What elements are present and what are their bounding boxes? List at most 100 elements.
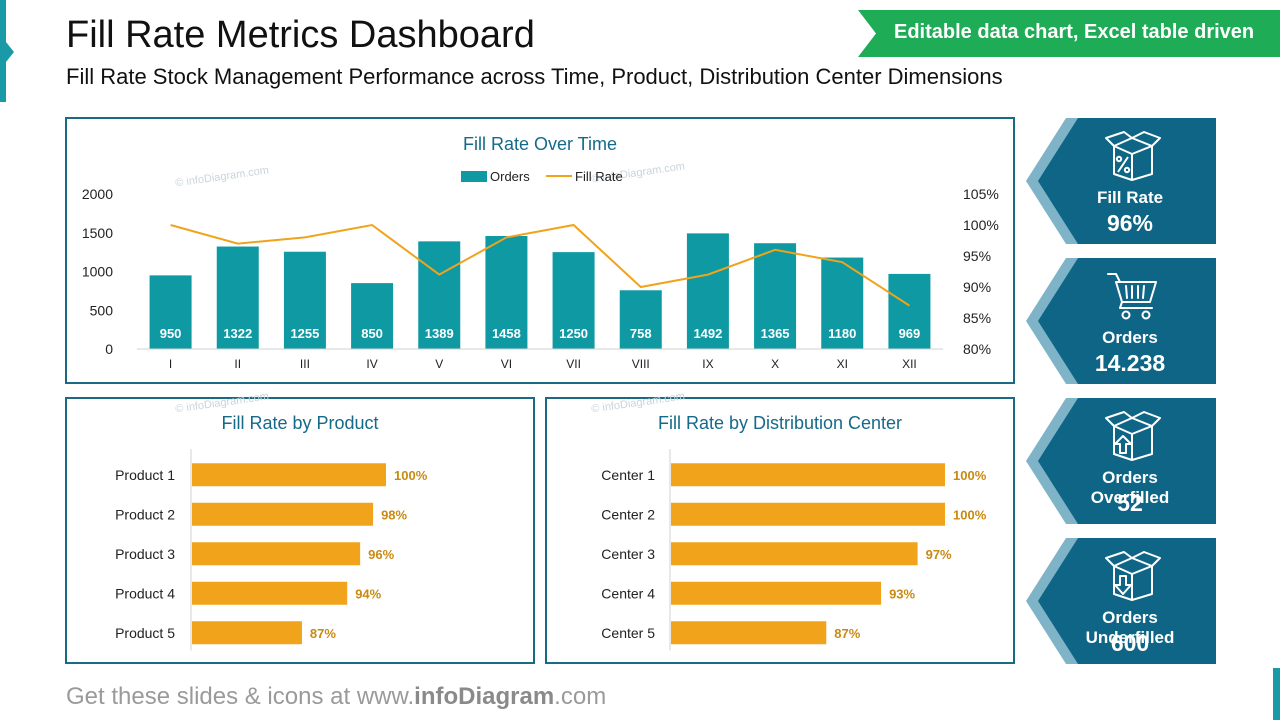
- fill-rate-over-time-chart: Orders Fill Rate 0 500 1000 1500 2000 80% 85% 90%…: [82, 169, 999, 371]
- bar-orders: [283, 251, 326, 349]
- legend-swatch-orders: [461, 171, 487, 182]
- kpi-label: Orders Underfilled: [1085, 608, 1175, 647]
- x-axis-tick-label: XII: [902, 357, 917, 371]
- footer-prefix: Get these slides & icons at www.: [66, 683, 415, 710]
- bar-data-label: 96%: [368, 547, 394, 562]
- x-axis-tick-label: II: [234, 357, 241, 371]
- chart-title: Fill Rate by Distribution Center: [657, 413, 903, 433]
- left-accent-notch: [6, 42, 14, 62]
- kpi-value: 52: [1117, 490, 1143, 516]
- bar-data-label: 950: [160, 326, 182, 341]
- editable-chart-banner: Editable data chart, Excel table driven: [858, 10, 1280, 57]
- bar-data-label: 1458: [492, 326, 521, 341]
- bar-orders: [686, 233, 729, 349]
- kpi-card-background: [1026, 258, 1216, 384]
- fill-rate-by-center-chart: Center 1 100% Center 2 100% Center 3 97% Cente…: [601, 449, 987, 651]
- kpi-orders-overfilled: Orders Overfilled 52: [1026, 398, 1216, 524]
- x-axis-tick-label: IV: [366, 357, 377, 371]
- y2-axis-tick-label: 105%: [963, 186, 999, 202]
- y2-axis-tick-label: 95%: [963, 248, 991, 264]
- bar-data-label: 97%: [926, 547, 952, 562]
- x-axis-tick-label: VIII: [632, 357, 650, 371]
- banner-label: Editable data chart, Excel table driven: [894, 21, 1255, 43]
- footer-brand: infoDiagram: [414, 683, 555, 710]
- bar-data-label: 1180: [828, 326, 856, 341]
- chart-title: Fill Rate by Product: [221, 413, 379, 433]
- x-axis-tick-label: VII: [566, 357, 581, 371]
- bar-fill-rate: [671, 463, 945, 487]
- bar-data-label: 93%: [889, 586, 915, 601]
- shopping-cart-icon: [1107, 273, 1157, 320]
- box-arrow-up-icon: [1105, 411, 1161, 461]
- category-label: Center 3: [601, 546, 655, 562]
- bar-fill-rate: [671, 621, 827, 645]
- bar-data-label: 1255: [290, 326, 319, 341]
- kpi-card-background: [1026, 538, 1216, 664]
- kpi-fill-rate: Fill Rate 96%: [1026, 118, 1216, 244]
- bar-data-label: 87%: [834, 626, 860, 641]
- kpi-label: Fill Rate: [1096, 188, 1164, 207]
- y2-axis-tick-label: 100%: [963, 217, 999, 233]
- bar-fill-rate: [671, 542, 918, 566]
- kpi-orders-underfilled: Orders Underfilled 600: [1026, 538, 1216, 664]
- bar-orders: [216, 246, 259, 349]
- category-label: Product 4: [115, 585, 175, 601]
- bar-data-label: 100%: [953, 468, 987, 483]
- y2-axis-tick-label: 85%: [963, 310, 991, 326]
- y-axis-tick-label: 1000: [82, 264, 113, 280]
- y2-axis-tick-label: 80%: [963, 341, 991, 357]
- y-axis-tick-label: 500: [90, 302, 114, 318]
- fill-rate-by-center-panel: Fill Rate by Distribution Center © infoD…: [545, 390, 1015, 664]
- bar-data-label: 758: [630, 326, 652, 341]
- kpi-orders: Orders 14.238: [1026, 258, 1216, 384]
- bar-orders: [821, 257, 864, 349]
- x-axis-tick-label: X: [771, 357, 779, 371]
- kpi-value: 14.238: [1094, 350, 1166, 376]
- bar-data-label: 100%: [394, 468, 428, 483]
- category-label: Center 4: [601, 585, 655, 601]
- fill-rate-by-product-chart: Product 1 100% Product 2 98% Product 3 96% Pro…: [115, 449, 428, 651]
- bar-orders: [754, 243, 797, 349]
- category-label: Product 3: [115, 546, 175, 562]
- kpi-label: Orders Overfilled: [1090, 468, 1170, 507]
- right-accent-bar: [1273, 668, 1280, 720]
- box-arrow-down-icon: [1105, 551, 1161, 601]
- y2-axis-tick-label: 90%: [963, 279, 991, 295]
- x-axis-tick-label: VI: [501, 357, 512, 371]
- bar-orders: [351, 283, 394, 349]
- bar-data-label: 1389: [425, 326, 454, 341]
- category-label: Product 5: [115, 625, 175, 641]
- bar-fill-rate: [192, 621, 302, 645]
- bar-data-label: 87%: [310, 626, 336, 641]
- y-axis-tick-label: 0: [105, 341, 113, 357]
- kpi-value: 600: [1110, 630, 1150, 656]
- left-accent-bar: [0, 0, 6, 102]
- bar-fill-rate: [192, 463, 386, 487]
- legend-label-orders: Orders: [490, 169, 530, 184]
- bar-fill-rate: [671, 502, 945, 526]
- category-label: Center 1: [601, 467, 655, 483]
- line-fill-rate: [170, 223, 910, 307]
- bar-data-label: 100%: [953, 507, 987, 522]
- bar-data-label: 969: [899, 326, 921, 341]
- legend-label-fill-rate: Fill Rate: [575, 169, 623, 184]
- bar-data-label: 850: [361, 326, 383, 341]
- bar-orders: [552, 252, 595, 349]
- bar-data-label: 98%: [381, 507, 407, 522]
- y-axis-tick-label: 1500: [82, 225, 113, 241]
- fill-rate-by-product-panel: Fill Rate by Product © infoDiagram.com P…: [65, 390, 535, 664]
- category-label: Product 2: [115, 506, 175, 522]
- bar-fill-rate: [671, 581, 882, 605]
- page-subtitle: Fill Rate Stock Management Performance a…: [66, 64, 1003, 89]
- bar-data-label: 94%: [355, 586, 381, 601]
- y-axis-tick-label: 2000: [82, 186, 113, 202]
- bar-data-label: 1250: [559, 326, 588, 341]
- page-title: Fill Rate Metrics Dashboard: [66, 14, 535, 56]
- x-axis-tick-label: III: [300, 357, 310, 371]
- kpi-card-background: [1026, 398, 1216, 524]
- bar-data-label: 1492: [693, 326, 722, 341]
- x-axis-tick-label: V: [435, 357, 443, 371]
- chart-title: Fill Rate Over Time: [462, 134, 618, 154]
- category-label: Center 2: [601, 506, 655, 522]
- x-axis-tick-label: I: [169, 357, 172, 371]
